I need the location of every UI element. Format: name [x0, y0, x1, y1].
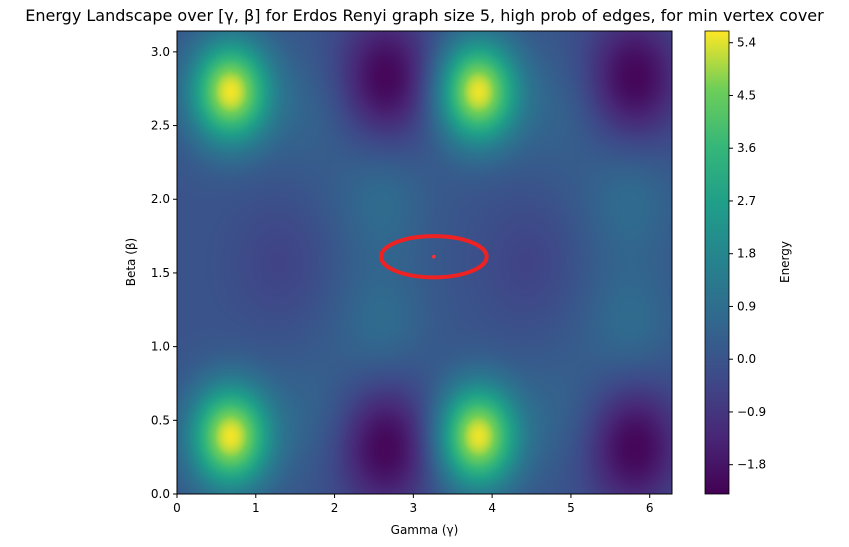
highlight-ellipse [379, 234, 489, 280]
colorbar-tick-label: 4.5 [737, 88, 756, 102]
y-axis-ticks: 0.0 0.5 1.0 1.5 2.0 2.5 3.0 [151, 45, 177, 501]
colorbar-tick-label: 2.7 [737, 194, 756, 208]
colorbar-tick-label: −0.9 [737, 405, 766, 419]
x-axis-ticks: 0 1 2 3 4 5 6 [173, 494, 654, 515]
plot-frame [176, 30, 673, 495]
colorbar-ticks: −1.8 −0.9 0.0 0.9 1.8 2.7 3.6 4.5 5.4 [729, 36, 766, 472]
colorbar-tick-label: 0.9 [737, 299, 756, 313]
colorbar-tick-label: 0.0 [737, 352, 756, 366]
center-marker [432, 254, 436, 259]
x-tick-label: 5 [567, 501, 575, 515]
chart-title: Energy Landscape over [γ, β] for Erdos R… [25, 6, 824, 25]
colorbar-tick-label: 3.6 [737, 141, 756, 155]
y-tick-label: 1.5 [151, 266, 170, 280]
y-tick-label: 0.0 [151, 487, 170, 501]
y-tick-label: 2.0 [151, 192, 170, 206]
colorbar-tick-label: −1.8 [737, 458, 766, 472]
x-tick-label: 0 [173, 501, 181, 515]
x-tick-label: 6 [646, 501, 654, 515]
colorbar-label: Energy [778, 241, 792, 283]
colorbar-tick-label: 5.4 [737, 36, 756, 50]
colorbar-tick-label: 1.8 [737, 247, 756, 261]
colorbar: −1.8 −0.9 0.0 0.9 1.8 2.7 3.6 4.5 5.4 Energy [704, 30, 792, 495]
colorbar-gradient [704, 30, 730, 495]
x-tick-label: 3 [410, 501, 418, 515]
y-tick-label: 0.5 [151, 413, 170, 427]
x-axis-label: Gamma (γ) [391, 523, 459, 537]
y-axis-label: Beta (β) [124, 238, 138, 287]
y-tick-label: 1.0 [151, 340, 170, 354]
x-tick-label: 4 [488, 501, 496, 515]
y-tick-label: 2.5 [151, 119, 170, 133]
y-tick-label: 3.0 [151, 45, 170, 59]
x-tick-label: 2 [331, 501, 339, 515]
plot-area [176, 30, 673, 495]
energy-heatmap [177, 31, 672, 494]
x-tick-label: 1 [252, 501, 260, 515]
